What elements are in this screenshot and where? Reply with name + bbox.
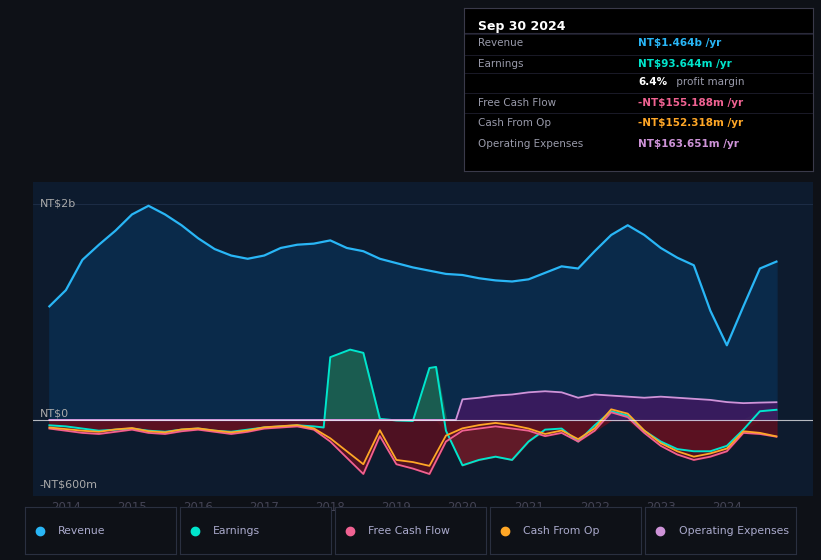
Text: Operating Expenses: Operating Expenses: [478, 139, 583, 149]
Text: -NT$152.318m /yr: -NT$152.318m /yr: [639, 118, 744, 128]
Text: Revenue: Revenue: [57, 526, 105, 535]
Text: NT$163.651m /yr: NT$163.651m /yr: [639, 139, 739, 149]
Text: -NT$155.188m /yr: -NT$155.188m /yr: [639, 97, 744, 108]
Text: profit margin: profit margin: [673, 77, 745, 87]
Text: NT$0: NT$0: [39, 409, 69, 419]
Text: NT$2b: NT$2b: [39, 199, 76, 209]
Text: -NT$600m: -NT$600m: [39, 480, 98, 490]
Text: Free Cash Flow: Free Cash Flow: [478, 97, 556, 108]
Text: Cash From Op: Cash From Op: [478, 118, 551, 128]
Text: Earnings: Earnings: [478, 59, 523, 69]
Text: Operating Expenses: Operating Expenses: [678, 526, 788, 535]
Text: 6.4%: 6.4%: [639, 77, 667, 87]
Text: Sep 30 2024: Sep 30 2024: [478, 20, 566, 33]
Text: NT$1.464b /yr: NT$1.464b /yr: [639, 38, 722, 48]
Text: Cash From Op: Cash From Op: [523, 526, 600, 535]
Text: Earnings: Earnings: [213, 526, 260, 535]
Text: Free Cash Flow: Free Cash Flow: [368, 526, 450, 535]
Text: NT$93.644m /yr: NT$93.644m /yr: [639, 59, 732, 69]
Text: Revenue: Revenue: [478, 38, 523, 48]
